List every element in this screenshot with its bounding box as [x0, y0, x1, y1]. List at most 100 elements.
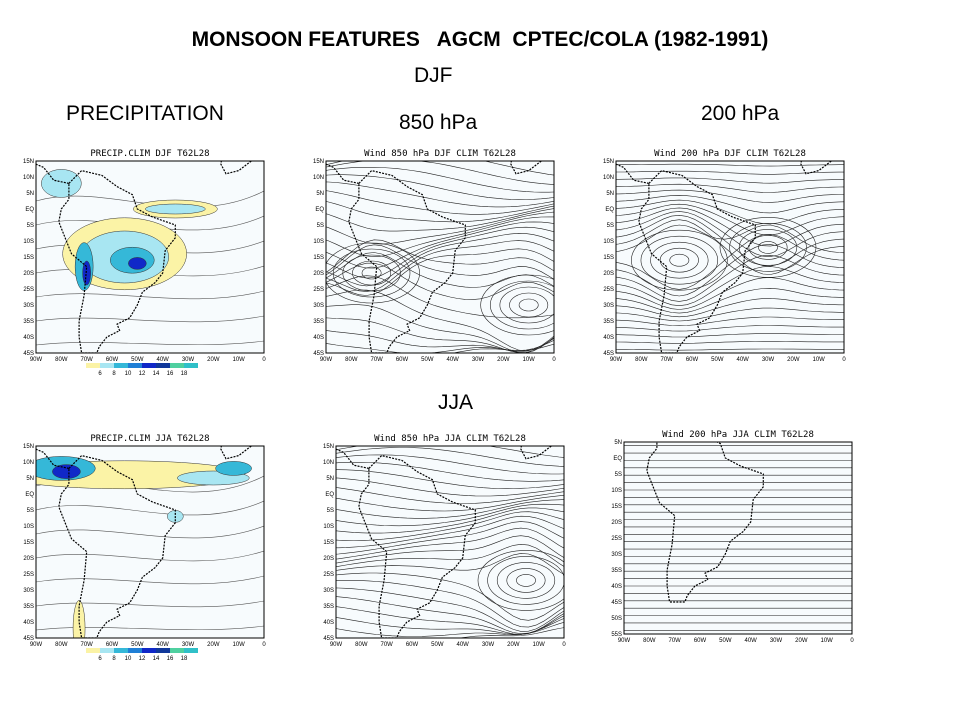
- streamline: [616, 307, 844, 322]
- colorbar-label: 18: [181, 656, 188, 660]
- lat-tick-label: 10N: [23, 175, 34, 181]
- streamline: [616, 254, 844, 302]
- lat-tick-label: 15S: [313, 255, 324, 261]
- lon-tick-label: 20W: [795, 638, 808, 644]
- streamline: [616, 316, 844, 327]
- lon-tick-label: 80W: [643, 638, 656, 644]
- colorbar-swatch: [86, 363, 100, 368]
- map-frame: [325, 160, 555, 354]
- lat-tick-label: 20S: [23, 556, 34, 562]
- lon-tick-label: 40W: [744, 638, 757, 644]
- lon-tick-label: 30W: [182, 642, 195, 648]
- map-svg: Wind 200 hPa JJA CLIM T62L28 5N EQ 5S 10S 15S…: [611, 426, 854, 644]
- streamline: [336, 515, 564, 549]
- colorbar-label: 10: [125, 371, 132, 375]
- colorbar-label: 16: [167, 371, 174, 375]
- season-label-djf: DJF: [414, 64, 453, 87]
- streamline: [616, 233, 844, 290]
- lon-tick-label: 60W: [396, 357, 409, 363]
- map-svg: PRECIP.CLIM DJF T62L28 15N 10N 5N EQ 5S 10S 15S…: [23, 149, 266, 375]
- streamline: [616, 207, 844, 247]
- wind200-jja-map: Wind 200 hPa JJA CLIM T62L28 5N EQ 5S 10S 15S…: [600, 426, 858, 656]
- panel-title: Wind 200 hPa JJA CLIM T62L28: [662, 430, 814, 440]
- circulation-ring: [748, 235, 788, 260]
- lon-tick-label: 40W: [156, 642, 169, 648]
- lat-tick-label: 10S: [603, 239, 614, 245]
- isohyet-line: [36, 550, 264, 562]
- panel-title: PRECIP.CLIM JJA T62L28: [90, 434, 209, 444]
- lon-tick-label: 30W: [482, 642, 495, 648]
- lat-tick-label: 15N: [313, 159, 324, 165]
- lat-tick-label: 35S: [603, 319, 614, 325]
- lon-tick-label: 20W: [207, 357, 220, 363]
- coastline-south-america: [638, 169, 756, 353]
- lat-tick-label: 30S: [313, 303, 324, 309]
- lat-tick-label: EQ: [325, 492, 334, 498]
- lon-tick-label: 70W: [668, 638, 681, 644]
- coastline-central-america: [36, 163, 70, 184]
- lat-tick-label: 25S: [611, 536, 622, 542]
- coastline-south-america: [348, 169, 466, 353]
- streamline: [336, 461, 564, 482]
- streamline: [616, 325, 844, 332]
- lat-tick-label: 5N: [26, 476, 34, 482]
- circulation-ring: [758, 241, 778, 254]
- circulation-ring: [480, 274, 554, 336]
- streamline: [326, 240, 554, 292]
- lat-tick-label: 5N: [606, 191, 614, 197]
- streamline: [336, 621, 564, 637]
- map-svg: Wind 200 hPa DJF CLIM T62L28 15N 10N 5N EQ 5S…: [603, 149, 846, 363]
- lon-tick-label: 40W: [156, 357, 169, 363]
- colorbar-swatch: [170, 363, 184, 368]
- circulation-ring: [342, 254, 401, 292]
- lat-tick-label: 10S: [611, 488, 622, 494]
- isohyet-line: [36, 625, 264, 631]
- isohyet-line: [36, 290, 264, 300]
- streamline: [336, 499, 564, 519]
- colorbar-swatch: [86, 648, 100, 653]
- streamline: [336, 543, 564, 568]
- lat-tick-label: 15S: [603, 255, 614, 261]
- colorbar-swatch: [184, 648, 198, 653]
- lat-tick-label: 5N: [614, 440, 622, 446]
- coastline-south-america: [58, 454, 176, 638]
- lon-tick-label: 70W: [660, 357, 673, 363]
- map-frame: [35, 160, 265, 354]
- lon-tick-label: 90W: [30, 642, 43, 648]
- panel-title: Wind 850 hPa JJA CLIM T62L28: [374, 434, 526, 444]
- circulation-ring: [332, 248, 411, 298]
- lat-tick-label: 20S: [323, 556, 334, 562]
- streamline: [336, 503, 564, 527]
- lon-tick-label: 80W: [635, 357, 648, 363]
- lat-tick-label: 15S: [23, 255, 34, 261]
- lon-tick-label: 70W: [80, 642, 93, 648]
- lon-tick-label: 90W: [320, 357, 333, 363]
- streamline: [326, 262, 554, 300]
- lat-tick-label: 45S: [323, 636, 334, 642]
- streamline: [326, 226, 554, 279]
- lat-tick-label: 50S: [611, 616, 622, 622]
- precip-djf-map: PRECIP.CLIM DJF T62L28 15N 10N 5N EQ 5S 10S 15S…: [12, 145, 270, 375]
- lat-tick-label: 35S: [611, 568, 622, 574]
- isohyet-line: [36, 315, 264, 323]
- coastline-central-america: [624, 426, 657, 432]
- lon-tick-label: 50W: [421, 357, 434, 363]
- streamline: [326, 221, 554, 269]
- streamline: [326, 330, 554, 352]
- lat-tick-label: EQ: [315, 207, 324, 213]
- streamline: [326, 166, 554, 193]
- circulation-ring: [650, 241, 709, 279]
- lat-tick-label: 5S: [607, 223, 614, 229]
- lat-tick-label: 35S: [23, 604, 34, 610]
- wind850-jja-map: Wind 850 hPa JJA CLIM T62L28 15N 10N 5N EQ 5S…: [312, 430, 570, 660]
- lat-tick-label: 5N: [26, 191, 34, 197]
- streamline: [616, 348, 844, 351]
- coastline-africa: [220, 161, 252, 175]
- coastline-africa: [510, 161, 542, 175]
- lat-tick-label: 30S: [323, 588, 334, 594]
- lon-tick-label: 20W: [507, 642, 520, 648]
- lat-tick-label: 25S: [603, 287, 614, 293]
- lat-tick-label: 45S: [23, 636, 34, 642]
- colorbar-label: 10: [125, 656, 132, 660]
- circulation-ring: [499, 286, 554, 324]
